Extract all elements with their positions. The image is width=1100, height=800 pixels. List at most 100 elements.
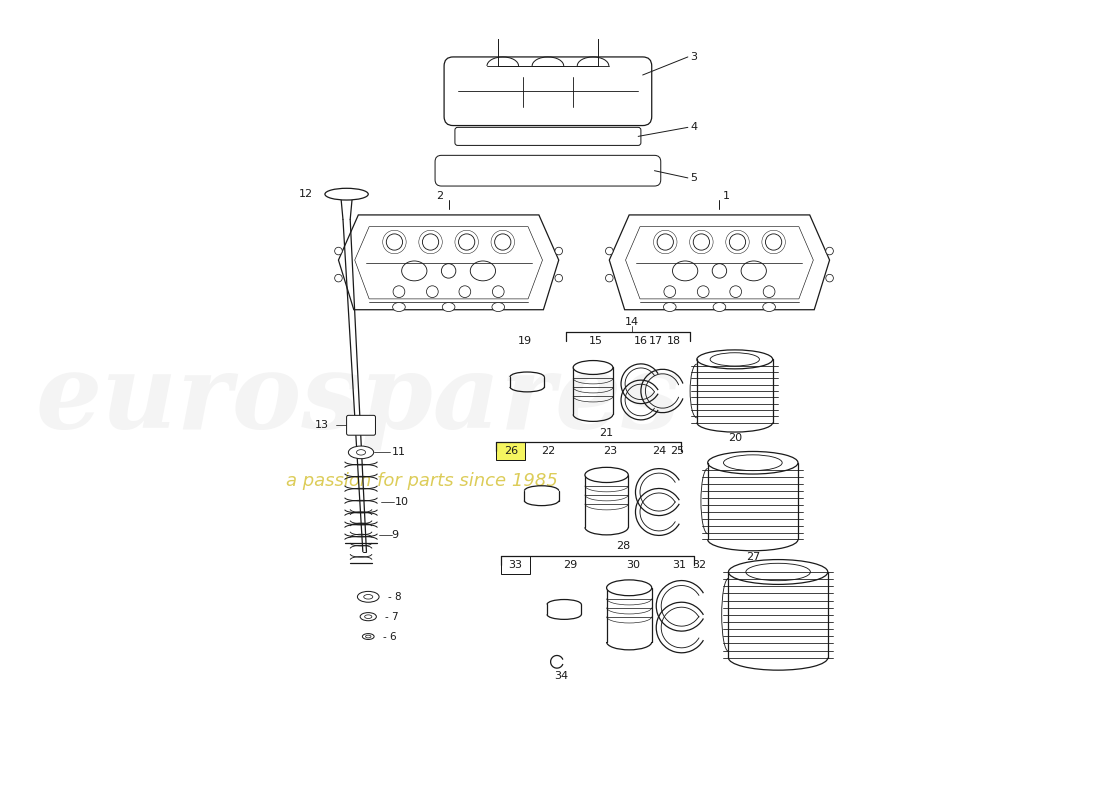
Ellipse shape bbox=[365, 635, 371, 638]
Circle shape bbox=[763, 286, 776, 298]
Text: 9: 9 bbox=[392, 530, 399, 541]
Ellipse shape bbox=[711, 353, 759, 366]
Ellipse shape bbox=[762, 302, 776, 311]
Polygon shape bbox=[626, 226, 813, 299]
Text: 10: 10 bbox=[395, 497, 408, 507]
Text: 3: 3 bbox=[691, 52, 697, 62]
Text: 15: 15 bbox=[588, 336, 603, 346]
Ellipse shape bbox=[364, 594, 373, 599]
Ellipse shape bbox=[402, 261, 427, 281]
Ellipse shape bbox=[606, 580, 651, 596]
Text: 4: 4 bbox=[691, 122, 697, 132]
FancyBboxPatch shape bbox=[346, 415, 375, 435]
Text: 33: 33 bbox=[508, 560, 522, 570]
Ellipse shape bbox=[672, 261, 697, 281]
Ellipse shape bbox=[585, 467, 628, 482]
Text: 27: 27 bbox=[746, 552, 760, 562]
Text: 18: 18 bbox=[668, 336, 681, 346]
Ellipse shape bbox=[663, 302, 676, 311]
Circle shape bbox=[427, 286, 438, 298]
Circle shape bbox=[334, 247, 342, 255]
Text: 17: 17 bbox=[649, 336, 663, 346]
Text: 24: 24 bbox=[652, 446, 667, 457]
Circle shape bbox=[459, 286, 471, 298]
Text: 30: 30 bbox=[626, 560, 640, 570]
Text: 12: 12 bbox=[299, 189, 314, 199]
Circle shape bbox=[605, 247, 613, 255]
Circle shape bbox=[554, 247, 562, 255]
Circle shape bbox=[664, 286, 675, 298]
Text: 23: 23 bbox=[603, 446, 617, 457]
Ellipse shape bbox=[724, 455, 782, 470]
Text: 2: 2 bbox=[436, 191, 443, 201]
FancyBboxPatch shape bbox=[455, 127, 641, 146]
Circle shape bbox=[422, 234, 439, 250]
Ellipse shape bbox=[746, 563, 811, 581]
Text: 28: 28 bbox=[617, 542, 631, 551]
Bar bbox=[500, 556, 530, 574]
Circle shape bbox=[386, 234, 403, 250]
Circle shape bbox=[697, 286, 710, 298]
Text: 19: 19 bbox=[518, 336, 532, 346]
Circle shape bbox=[712, 264, 727, 278]
Text: 1: 1 bbox=[723, 191, 730, 201]
Circle shape bbox=[826, 274, 834, 282]
Text: 32: 32 bbox=[693, 560, 706, 570]
Ellipse shape bbox=[360, 613, 376, 621]
Ellipse shape bbox=[349, 446, 374, 458]
Ellipse shape bbox=[358, 591, 379, 602]
Ellipse shape bbox=[442, 302, 455, 311]
Polygon shape bbox=[354, 226, 542, 299]
Ellipse shape bbox=[362, 634, 374, 639]
Ellipse shape bbox=[741, 261, 767, 281]
Circle shape bbox=[554, 274, 562, 282]
Ellipse shape bbox=[471, 261, 495, 281]
Text: - 8: - 8 bbox=[388, 592, 401, 602]
Polygon shape bbox=[339, 215, 559, 310]
Text: - 7: - 7 bbox=[385, 612, 399, 622]
Circle shape bbox=[334, 274, 342, 282]
Circle shape bbox=[441, 264, 455, 278]
Text: - 6: - 6 bbox=[383, 631, 397, 642]
Ellipse shape bbox=[393, 302, 405, 311]
Circle shape bbox=[766, 234, 782, 250]
Text: 14: 14 bbox=[625, 318, 639, 327]
Text: 11: 11 bbox=[392, 447, 406, 458]
Text: a passion for parts since 1985: a passion for parts since 1985 bbox=[286, 472, 558, 490]
Ellipse shape bbox=[492, 302, 505, 311]
Circle shape bbox=[493, 286, 504, 298]
Ellipse shape bbox=[356, 450, 365, 455]
Ellipse shape bbox=[697, 350, 772, 369]
Text: 31: 31 bbox=[672, 560, 685, 570]
Text: 26: 26 bbox=[504, 446, 518, 457]
Circle shape bbox=[826, 247, 834, 255]
Circle shape bbox=[729, 234, 746, 250]
Ellipse shape bbox=[713, 302, 726, 311]
Ellipse shape bbox=[364, 615, 372, 618]
FancyBboxPatch shape bbox=[436, 155, 661, 186]
Ellipse shape bbox=[707, 451, 798, 474]
Text: 22: 22 bbox=[541, 446, 556, 457]
Text: 21: 21 bbox=[600, 427, 614, 438]
Text: 16: 16 bbox=[634, 336, 648, 346]
FancyBboxPatch shape bbox=[444, 57, 651, 126]
Bar bbox=[496, 442, 526, 461]
Text: 13: 13 bbox=[315, 420, 329, 430]
Ellipse shape bbox=[573, 361, 613, 374]
Text: 5: 5 bbox=[691, 173, 697, 183]
Text: 34: 34 bbox=[554, 671, 569, 682]
Circle shape bbox=[495, 234, 510, 250]
Circle shape bbox=[605, 274, 613, 282]
Circle shape bbox=[459, 234, 475, 250]
Polygon shape bbox=[609, 215, 829, 310]
Ellipse shape bbox=[324, 188, 369, 200]
Text: 29: 29 bbox=[563, 560, 578, 570]
Ellipse shape bbox=[728, 559, 828, 584]
Circle shape bbox=[693, 234, 710, 250]
Text: eurospares: eurospares bbox=[36, 350, 681, 450]
Circle shape bbox=[729, 286, 741, 298]
Circle shape bbox=[657, 234, 673, 250]
Circle shape bbox=[393, 286, 405, 298]
Text: 25: 25 bbox=[670, 446, 684, 457]
Text: 20: 20 bbox=[728, 433, 741, 443]
